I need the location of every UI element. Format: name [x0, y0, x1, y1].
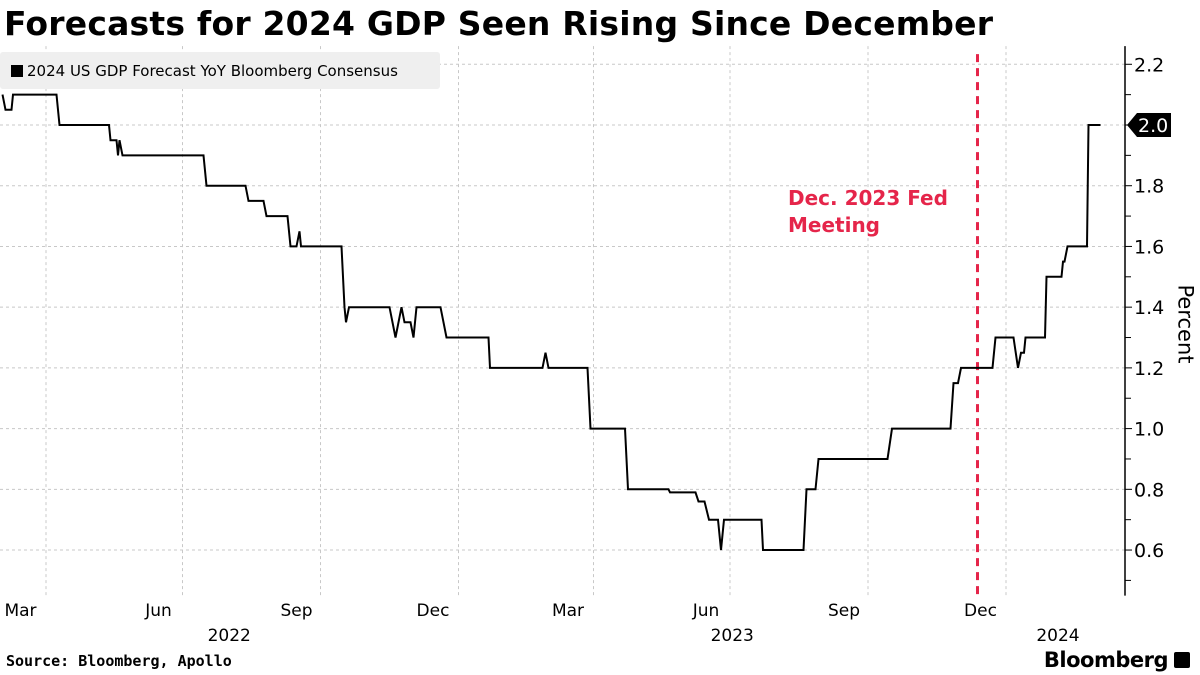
legend: 2024 US GDP Forecast YoY Bloomberg Conse… — [0, 52, 440, 89]
year-label: 2023 — [711, 626, 754, 646]
annotation-line-2: Meeting — [788, 213, 881, 237]
x-tick-label: Mar — [4, 601, 36, 621]
y-axis-label: Percent — [1173, 284, 1198, 364]
logo-text: Bloomberg — [1043, 648, 1169, 672]
year-label: 2024 — [1036, 626, 1079, 646]
x-tick-label: Jun — [144, 601, 172, 621]
last-value-tag — [1127, 113, 1171, 137]
y-tick-label: 0.6 — [1134, 540, 1164, 562]
x-tick-label: Jun — [692, 601, 720, 621]
x-tick-label: Sep — [280, 601, 312, 621]
y-tick-label: 1.6 — [1134, 236, 1164, 258]
x-tick-label: Dec — [964, 601, 997, 621]
last-value-label: 2.0 — [1138, 115, 1168, 137]
y-tick-label: 1.0 — [1134, 419, 1164, 441]
x-tick-label: Sep — [828, 601, 860, 621]
y-tick-label: 1.8 — [1134, 176, 1164, 198]
x-tick-label: Mar — [552, 601, 584, 621]
legend-label: 2024 US GDP Forecast YoY Bloomberg Conse… — [27, 61, 398, 80]
year-label: 2022 — [208, 626, 251, 646]
fed-meeting-annotation: Dec. 2023 Fed Meeting — [788, 185, 948, 239]
chart-title: Forecasts for 2024 GDP Seen Rising Since… — [4, 4, 994, 43]
legend-swatch — [11, 64, 23, 77]
annotation-line-1: Dec. 2023 Fed — [788, 186, 948, 210]
series-line — [1, 93, 1101, 551]
x-tick-label: Dec — [417, 601, 450, 621]
bloomberg-logo: Bloomberg — [1044, 648, 1190, 672]
y-tick-label: 1.2 — [1134, 358, 1164, 380]
y-tick-label: 1.4 — [1134, 297, 1164, 319]
bloomberg-chart-icon — [1174, 652, 1190, 668]
y-tick-label: 2.2 — [1134, 54, 1164, 76]
source-note: Source: Bloomberg, Apollo — [6, 652, 232, 670]
y-tick-label: 0.8 — [1134, 479, 1164, 501]
